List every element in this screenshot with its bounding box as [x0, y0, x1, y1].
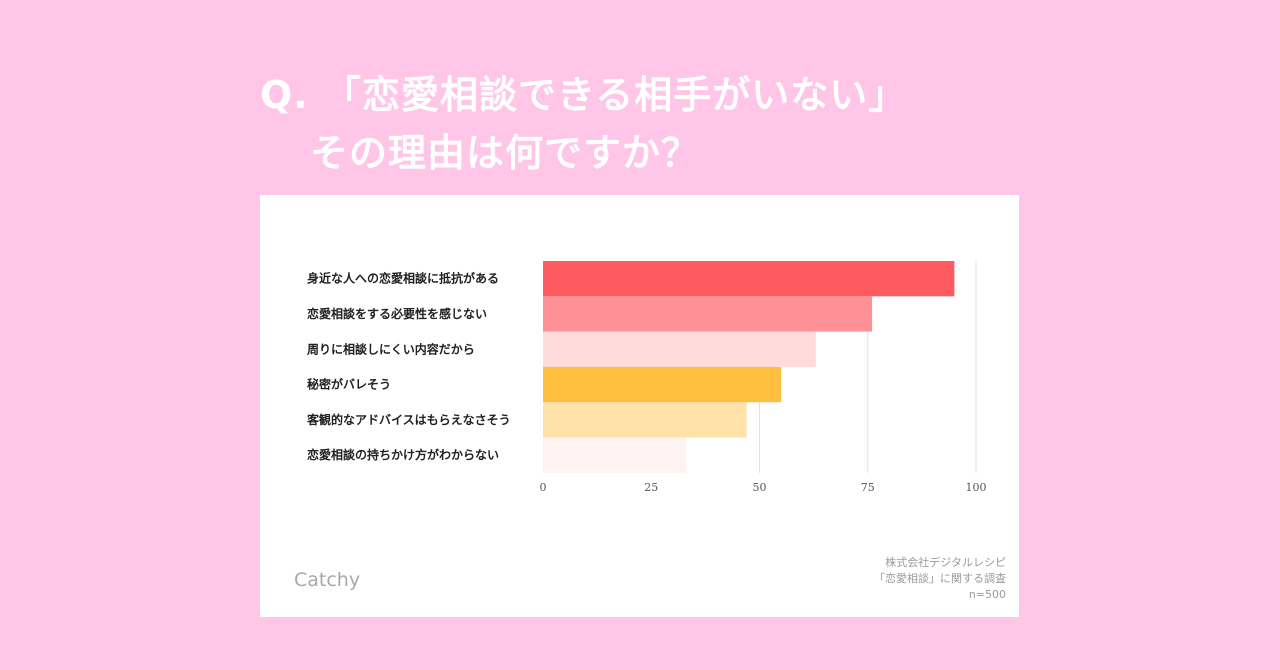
x-tick-label: 0: [540, 481, 547, 494]
x-tick-label: 50: [753, 481, 767, 494]
bar: [543, 261, 955, 297]
category-label: 恋愛相談の持ちかけ方がわからない: [307, 447, 499, 462]
bar: [543, 402, 747, 438]
question-line-1: Q. 「恋愛相談できる相手がいない」: [260, 73, 908, 117]
bar: [543, 331, 816, 367]
category-label: 秘密がバレそう: [307, 377, 391, 392]
x-tick-label: 75: [861, 481, 875, 494]
bar: [543, 296, 873, 332]
category-label: 客観的なアドバイスはもらえなさそう: [306, 412, 511, 427]
bar: [543, 366, 782, 403]
source-company: 株式会社デジタルレシピ: [885, 556, 1006, 569]
x-tick-label: 100: [966, 481, 987, 494]
x-tick-label: 25: [644, 481, 658, 494]
category-label: 恋愛相談をする必要性を感じない: [307, 306, 487, 321]
brand-logo: Catchy: [294, 569, 361, 591]
category-label: 身近な人への恋愛相談に抵抗がある: [307, 271, 499, 286]
source-sample-size: n=500: [968, 588, 1006, 601]
source-note: 株式会社デジタルレシピ 「恋愛相談」に関する調査 n=500: [874, 555, 1006, 603]
question-line-2: その理由は何ですか？: [310, 131, 701, 175]
bar: [543, 437, 686, 473]
bar-chart: 身近な人への恋愛相談に抵抗がある恋愛相談をする必要性を感じない周りに相談しにくい…: [306, 261, 987, 494]
chart-card: 身近な人への恋愛相談に抵抗がある 恋愛相談をする必要性を感じない 周りに相談しにくい…: [260, 195, 1019, 617]
source-survey: 「恋愛相談」に関する調査: [874, 572, 1006, 585]
question-title: Q. 「恋愛相談できる相手がいない」 その理由は何ですか？: [260, 66, 907, 182]
category-label: 周りに相談しにくい内容だから: [307, 341, 475, 356]
